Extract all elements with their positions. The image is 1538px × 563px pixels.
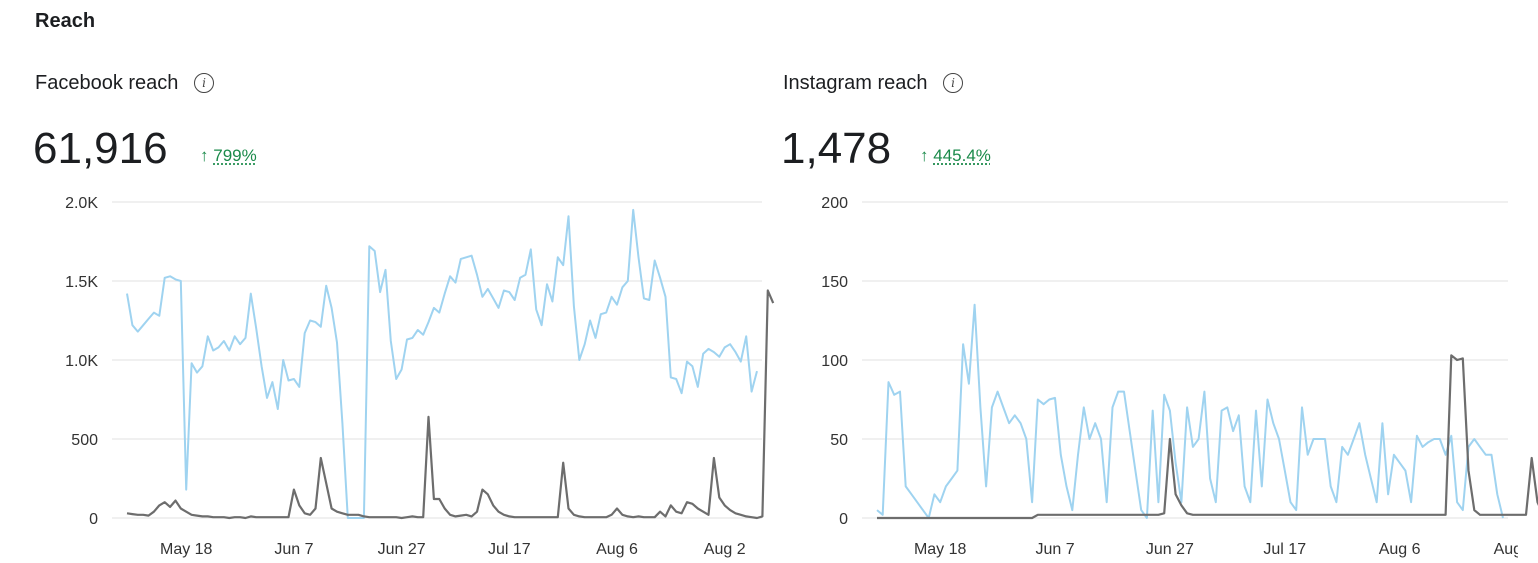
metric-value: 61,916 [33, 124, 168, 173]
label-clip [1518, 536, 1538, 560]
facebook-reach-chart: 0 500 1.0K 1.5K 2.0K May 18 Jun 7 Jun 27 Jul 17 A… [65, 195, 812, 560]
change-percent: 445.4% [933, 146, 991, 165]
y-tick-label: 0 [89, 511, 98, 528]
series-line-previous [126, 208, 758, 519]
y-tick-label: 500 [71, 432, 98, 449]
up-arrow-icon: ↑ [200, 146, 209, 165]
label-clip [772, 536, 812, 560]
y-tick-label: 150 [821, 274, 848, 291]
series-line-current [877, 354, 1538, 520]
y-tick-label: 100 [821, 353, 848, 370]
instagram-reach-chart: 0 50 100 150 200 May 18 Jun 7 Jun 27 Jul 17 Aug 6… [821, 195, 1538, 560]
panel-title-text: Facebook reach [35, 72, 179, 94]
x-tick-label: Jun 27 [378, 541, 426, 558]
metric-value: 1,478 [781, 124, 892, 173]
instagram-reach-panel: Instagram reach i 1,478 ↑ 445.4% 0 50 100 1… [770, 0, 1538, 563]
x-tick-label: Aug 6 [596, 541, 638, 558]
section-title: Reach [35, 10, 96, 32]
up-arrow-icon: ↑ [920, 146, 929, 165]
y-tick-label: 2.0K [65, 195, 98, 212]
info-icon[interactable]: i [193, 73, 214, 93]
y-tick-label: 50 [830, 432, 848, 449]
panel-title: Instagram reach i [783, 72, 964, 95]
panel-title-text: Instagram reach [783, 72, 928, 94]
info-icon[interactable]: i [943, 73, 964, 93]
y-tick-label: 0 [839, 511, 848, 528]
panel-title: Facebook reach i [35, 72, 214, 95]
x-tick-label: Jun 7 [1035, 541, 1074, 558]
x-tick-label: Jul 17 [1263, 541, 1306, 558]
facebook-reach-panel: Facebook reach i 61,916 ↑ 799% 0 500 1.0K 1… [33, 72, 812, 560]
x-tick-label: May 18 [160, 541, 213, 558]
x-tick-label: Aug 2 [704, 541, 746, 558]
x-tick-label: May 18 [914, 541, 967, 558]
y-tick-label: 1.0K [65, 353, 98, 370]
y-tick-label: 1.5K [65, 274, 98, 291]
metric-change[interactable]: ↑ 445.4% [920, 146, 991, 166]
series-line-current [126, 289, 775, 520]
y-tick-label: 200 [821, 195, 848, 212]
x-tick-label: Jun 27 [1146, 541, 1194, 558]
series-line-previous [876, 303, 1504, 519]
change-percent: 799% [213, 146, 257, 165]
metric-change[interactable]: ↑ 799% [200, 146, 257, 166]
x-tick-label: Jul 17 [488, 541, 531, 558]
x-tick-label: Jun 7 [274, 541, 313, 558]
x-tick-label: Aug 6 [1379, 541, 1421, 558]
